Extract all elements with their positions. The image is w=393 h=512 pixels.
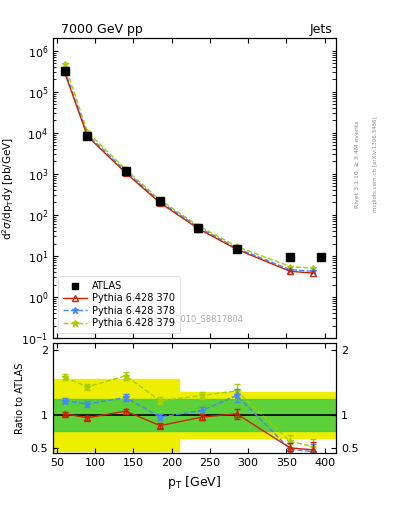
Text: ATLAS_2010_S8817804: ATLAS_2010_S8817804 (145, 314, 244, 323)
Pythia 6.428 378 (288, 267, 292, 273)
Legend: ATLAS, Pythia 6.428 370, Pythia 6.428 378, Pythia 6.428 379: ATLAS, Pythia 6.428 370, Pythia 6.428 37… (58, 276, 180, 333)
Pythia 6.428 379 (62, 61, 67, 67)
Line: ATLAS: ATLAS (61, 67, 325, 261)
Line: Pythia 6.428 378: Pythia 6.428 378 (61, 67, 316, 275)
ATLAS (234, 246, 239, 252)
Pythia 6.428 379 (123, 166, 128, 173)
Text: Rivet 3.1.10, ≥ 3.4M events: Rivet 3.1.10, ≥ 3.4M events (355, 120, 360, 208)
ATLAS (288, 254, 292, 260)
Pythia 6.428 370 (288, 268, 292, 274)
Line: Pythia 6.428 379: Pythia 6.428 379 (61, 60, 316, 272)
Pythia 6.428 370 (158, 200, 162, 206)
ATLAS (123, 167, 128, 174)
Pythia 6.428 379 (158, 197, 162, 203)
Text: mcplots.cern.ch [arXiv:1306.3436]: mcplots.cern.ch [arXiv:1306.3436] (373, 116, 378, 211)
Y-axis label: d$^2\sigma$/dp$_{\rm T}$dy [pb/GeV]: d$^2\sigma$/dp$_{\rm T}$dy [pb/GeV] (0, 137, 16, 240)
Pythia 6.428 378 (62, 67, 67, 73)
Pythia 6.428 378 (123, 168, 128, 175)
Line: Pythia 6.428 370: Pythia 6.428 370 (61, 69, 316, 276)
Pythia 6.428 370 (62, 69, 67, 75)
ATLAS (85, 133, 90, 139)
Pythia 6.428 370 (311, 270, 316, 276)
Pythia 6.428 379 (288, 264, 292, 270)
Pythia 6.428 378 (234, 245, 239, 251)
Pythia 6.428 378 (311, 268, 316, 274)
ATLAS (158, 198, 162, 204)
X-axis label: p$_{\rm T}$ [GeV]: p$_{\rm T}$ [GeV] (167, 474, 222, 490)
Pythia 6.428 370 (234, 246, 239, 252)
Pythia 6.428 370 (196, 226, 201, 232)
Y-axis label: Ratio to ATLAS: Ratio to ATLAS (15, 362, 25, 434)
Pythia 6.428 379 (311, 265, 316, 271)
Pythia 6.428 378 (158, 199, 162, 205)
Pythia 6.428 378 (196, 224, 201, 230)
Pythia 6.428 379 (234, 243, 239, 249)
Pythia 6.428 379 (85, 129, 90, 135)
Pythia 6.428 370 (85, 133, 90, 139)
Pythia 6.428 379 (196, 223, 201, 229)
ATLAS (62, 68, 67, 74)
Pythia 6.428 378 (85, 132, 90, 138)
ATLAS (318, 254, 323, 260)
Text: 7000 GeV pp: 7000 GeV pp (61, 23, 143, 36)
Pythia 6.428 370 (123, 170, 128, 176)
ATLAS (196, 225, 201, 231)
Text: Jets: Jets (309, 23, 332, 36)
